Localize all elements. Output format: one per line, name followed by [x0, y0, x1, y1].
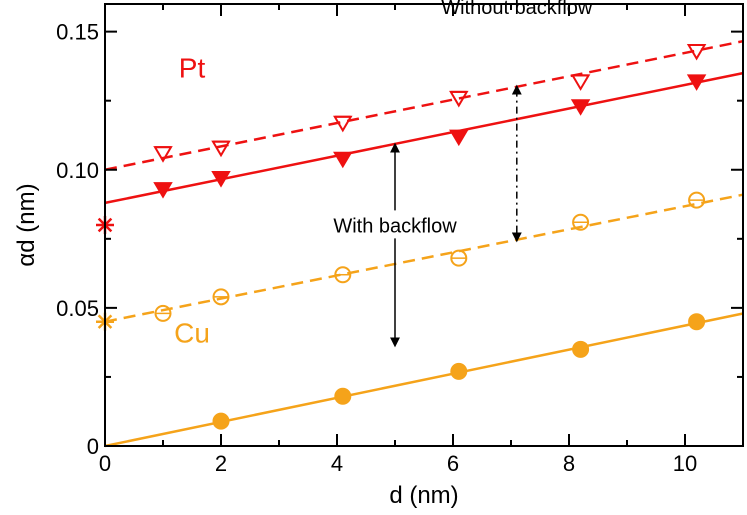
y-tick-label: 0.15	[56, 20, 99, 45]
point-pt_with	[153, 182, 173, 199]
x-tick-label: 6	[447, 451, 459, 476]
x-axis-label: d (nm)	[389, 482, 458, 509]
point-cu_with	[572, 340, 590, 358]
point-pt_without	[211, 140, 231, 158]
x-tick-label: 8	[563, 451, 575, 476]
point-pt_with	[449, 129, 469, 147]
point-cu_with	[212, 412, 230, 430]
y-axis-label: αd (nm)	[13, 183, 40, 266]
point-pt_without	[570, 74, 591, 91]
point-cu_with	[688, 313, 706, 331]
point-cu_with	[450, 362, 468, 380]
fit-line-cu_without	[104, 193, 744, 323]
point-pt_with	[686, 74, 707, 91]
fit-lines	[104, 39, 744, 448]
y-tick-label: 0	[87, 434, 99, 459]
plot-frame	[104, 3, 744, 447]
annotation-background	[321, 210, 469, 239]
point-cu_with	[334, 387, 352, 405]
point-pt_with	[333, 151, 353, 169]
annotation-background	[427, 0, 606, 21]
annotation-label: With backflow	[333, 215, 457, 237]
fit-line-cu_with	[104, 312, 744, 448]
x-tick-label: 4	[331, 451, 343, 476]
annotations: Pt Cu With backflow Without backflow	[174, 0, 606, 349]
fit-line-pt_with	[104, 71, 744, 205]
data-points	[153, 43, 707, 430]
x-tick-label: 10	[673, 451, 697, 476]
point-pt_with	[211, 171, 231, 188]
axis-ticks: 0 2 4 6 8 10 0 0.05 0.10 0.15	[56, 4, 744, 476]
y-tick-label: 0.05	[56, 296, 99, 321]
x-tick-label: 0	[99, 451, 111, 476]
fit-line-pt_without	[104, 39, 744, 171]
series-label-cu: Cu	[174, 318, 210, 349]
point-pt_without	[449, 90, 469, 108]
series-label-pt: Pt	[179, 53, 206, 84]
x-tick-label: 2	[215, 451, 227, 476]
y-tick-label: 0.10	[56, 158, 99, 183]
point-pt_with	[570, 99, 591, 116]
annotation-label: Without backflow	[441, 0, 593, 19]
